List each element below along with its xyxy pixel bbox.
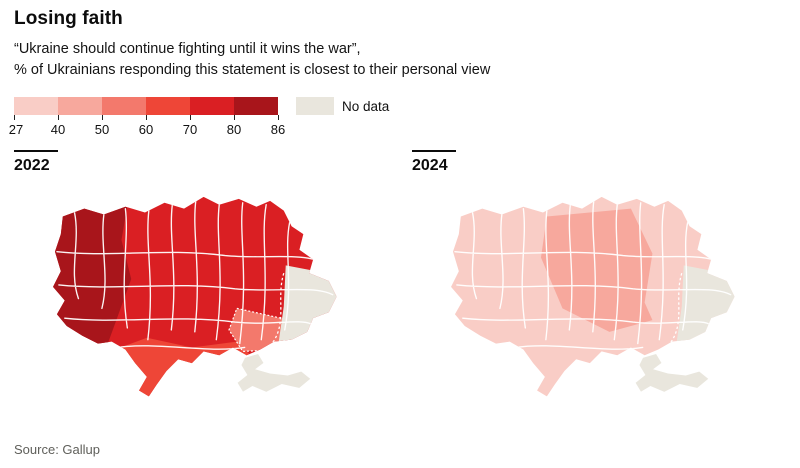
region-crimea-nodata-2022 [236,352,313,394]
map-panel-2022: 2022 [10,150,390,423]
year-header-2024: 2024 [412,150,788,175]
legend-swatch-bin-2 [58,97,102,115]
legend-tick-label: 80 [226,122,242,137]
year-label-2022: 2022 [14,157,50,174]
legend-tick-label: 40 [50,122,66,137]
legend-swatch-bin-1 [14,97,58,115]
frontline-dashed-border-2024 [669,272,683,344]
legend-no-data: No data [296,97,389,115]
map-panel-2024: 2024 [408,150,788,423]
legend-swatch-bin-3 [102,97,146,115]
page-title: Losing faith [14,8,123,29]
region-central-2024 [540,208,653,332]
frontline-dashed-border-2022 [271,272,285,344]
subtitle-line-2: % of Ukrainians responding this statemen… [14,62,491,78]
legend-tick [58,115,59,120]
oblast-borders-2024 [454,200,732,350]
year-rule [14,150,58,152]
year-label-2024: 2024 [412,157,448,174]
year-header-2022: 2022 [14,150,390,175]
subtitle-line-1: “Ukraine should continue fighting until … [14,41,361,57]
chart-header: Losing faith “Ukraine should continue fi… [14,8,490,81]
oblast-borders-2022 [56,200,334,350]
region-crimea-nodata-2024 [634,352,711,394]
legend-swatch-bin-4 [146,97,190,115]
legend-tick [102,115,103,120]
legend-swatch-bin-5 [190,97,234,115]
color-scale-legend: 27 40 50 60 70 80 86 No data [9,97,494,141]
legend-tick [14,115,15,120]
ukraine-map-2024 [451,196,735,397]
year-rule [412,150,456,152]
legend-tick [146,115,147,120]
legend-tick-label: 27 [8,122,24,137]
no-data-swatch-rect [296,97,334,115]
legend-tick-label: 50 [94,122,110,137]
region-west-2022 [53,196,132,355]
legend-tick [278,115,279,120]
no-data-swatch [296,97,334,115]
legend-tick-label: 86 [270,122,286,137]
legend-tick-label: 70 [182,122,198,137]
legend-axis: 27 40 50 60 70 80 86 [9,115,285,141]
legend-tick [234,115,235,120]
chart-subtitle: “Ukraine should continue fighting until … [14,39,490,81]
legend-tick-label: 60 [138,122,154,137]
ukraine-map-2022 [53,196,337,397]
legend-color-bar [14,97,278,115]
legend-swatch-bin-6 [234,97,278,115]
source-note: Source: Gallup [14,442,100,457]
legend-tick [190,115,191,120]
no-data-label: No data [342,98,390,114]
